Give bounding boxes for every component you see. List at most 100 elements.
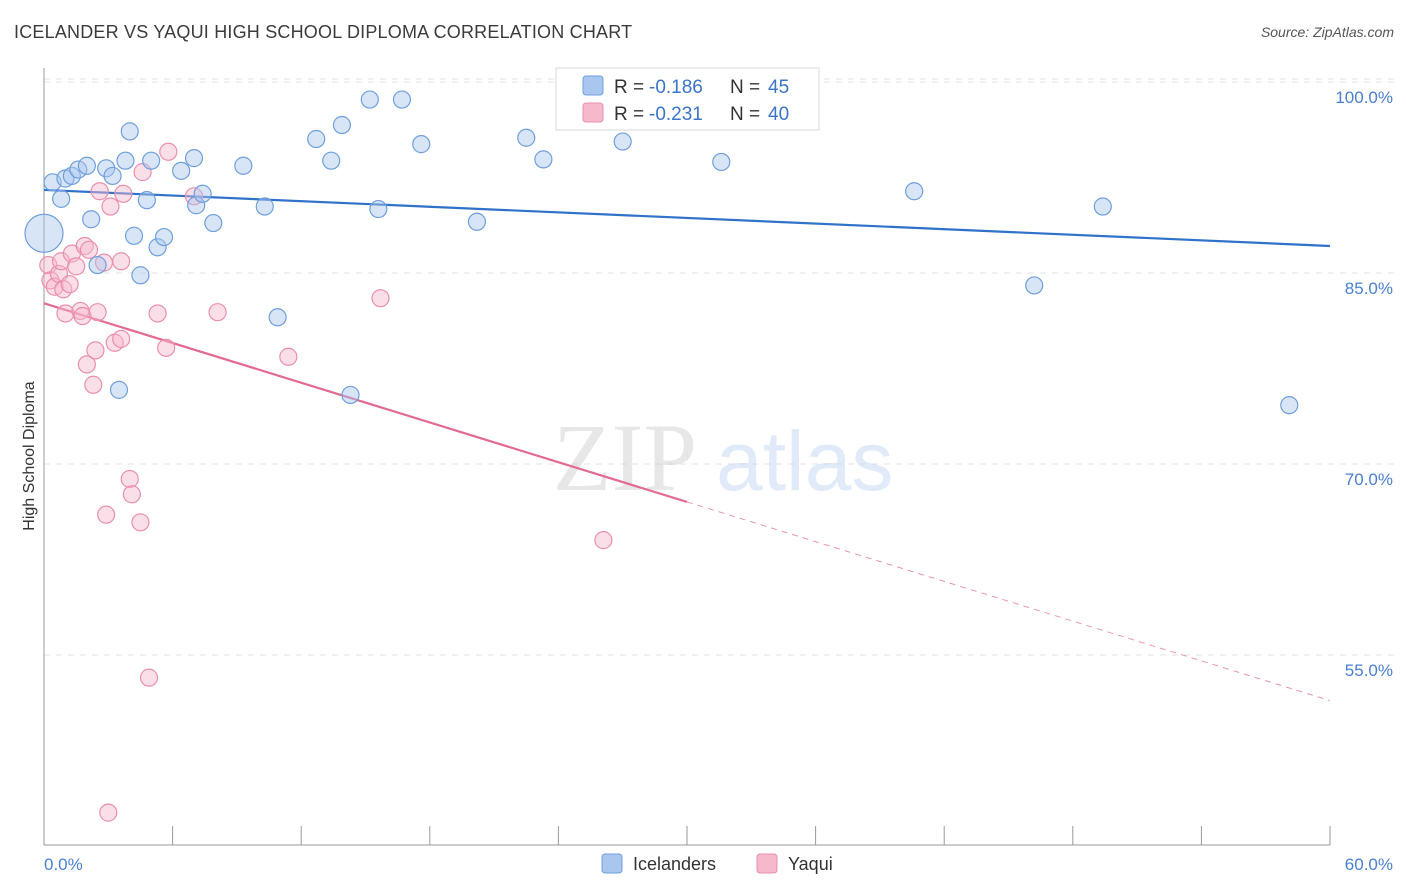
icelander-point	[120, 122, 139, 141]
series-legend-label-yaqui: Yaqui	[788, 854, 833, 874]
trend-line-icelanders	[43, 188, 1331, 248]
x-tick-label-right: 60.0%	[1345, 855, 1393, 874]
yaqui-point	[79, 240, 99, 259]
legend-r-label-2: R =	[614, 104, 644, 125]
yaqui-point	[371, 289, 390, 308]
yaqui-point	[88, 303, 107, 322]
yaqui-points	[39, 142, 613, 822]
icelander-point	[307, 129, 326, 149]
yaqui-point	[77, 355, 96, 374]
watermark: ZIP atlas	[553, 404, 893, 511]
icelander-point	[77, 156, 96, 175]
y-tick-label: 70.0%	[1345, 470, 1393, 489]
x-tick-label-left: 0.0%	[44, 855, 83, 874]
yaqui-point	[122, 485, 141, 504]
icelander-point	[517, 128, 536, 147]
x-axis-ticks	[43, 826, 1331, 845]
icelander-point	[467, 212, 487, 231]
icelander-point	[204, 213, 223, 233]
icelander-point	[268, 308, 287, 327]
icelander-point	[341, 385, 360, 405]
icelander-point	[534, 150, 553, 169]
yaqui-point	[208, 303, 227, 322]
yaqui-point	[120, 469, 139, 489]
icelander-point	[131, 266, 150, 285]
y-tick-label: 85.0%	[1345, 279, 1393, 298]
icelander-point	[184, 149, 204, 168]
yaqui-point	[112, 329, 131, 349]
icelander-point	[154, 227, 174, 247]
icelander-point	[172, 161, 191, 180]
yaqui-point	[279, 347, 298, 366]
icelander-point	[234, 156, 253, 175]
trend-lines	[43, 188, 1331, 702]
trend-line-yaqui	[43, 302, 688, 503]
y-axis-title: High School Diploma	[21, 381, 38, 531]
icelander-point	[332, 115, 352, 135]
icelander-point	[412, 135, 431, 154]
watermark-zip: ZIP	[553, 404, 697, 511]
legend-swatch-icelanders	[582, 75, 604, 96]
icelander-point	[103, 166, 122, 186]
correlation-legend: R = -0.186 N = 45 R = -0.231 N = 40	[555, 67, 820, 131]
icelander-point	[109, 380, 129, 399]
series-legend-label-icelanders: Icelanders	[633, 854, 716, 874]
yaqui-point	[99, 803, 118, 822]
icelander-point	[905, 182, 924, 201]
legend-r-value-2: -0.231	[649, 104, 703, 125]
yaqui-point	[86, 341, 105, 360]
yaqui-point	[101, 197, 120, 216]
yaqui-point	[60, 275, 79, 294]
series-legend: Icelanders Yaqui	[601, 853, 833, 874]
icelander-point	[613, 132, 632, 151]
y-tick-label: 100.0%	[1335, 88, 1393, 107]
icelander-point	[360, 90, 379, 109]
trend-line-extension-yaqui	[686, 501, 1331, 702]
icelander-point	[392, 90, 412, 109]
watermark-atlas: atlas	[716, 414, 893, 508]
legend-n-value-2: 40	[768, 104, 789, 125]
icelander-point	[137, 191, 156, 210]
icelander-point	[24, 213, 64, 253]
icelander-point	[1093, 197, 1112, 216]
icelander-point	[322, 151, 341, 170]
yaqui-point	[594, 531, 613, 550]
y-tick-labels: 100.0% 85.0% 70.0% 55.0%	[1335, 88, 1393, 680]
icelander-point	[69, 160, 88, 179]
icelander-point	[187, 196, 206, 215]
icelander-point	[712, 152, 731, 172]
yaqui-point	[84, 375, 103, 394]
icelander-point	[193, 184, 212, 203]
yaqui-point	[56, 304, 75, 323]
icelander-point	[124, 226, 144, 245]
y-tick-label: 55.0%	[1345, 661, 1393, 680]
yaqui-point	[73, 306, 92, 326]
yaqui-point	[112, 252, 131, 271]
yaqui-point	[114, 184, 133, 203]
legend-n-label-1: N =	[730, 77, 760, 98]
icelander-point	[116, 151, 135, 170]
yaqui-point	[97, 505, 116, 524]
icelander-point	[1025, 276, 1044, 295]
icelander-points	[24, 90, 1299, 415]
chart-title: ICELANDER VS YAQUI HIGH SCHOOL DIPLOMA C…	[14, 22, 633, 42]
legend-r-value-1: -0.186	[649, 77, 703, 98]
icelander-point	[255, 197, 274, 216]
yaqui-point	[157, 338, 176, 357]
icelander-point	[1280, 396, 1299, 415]
icelander-point	[82, 210, 101, 229]
yaqui-point	[67, 257, 86, 276]
icelander-point	[97, 159, 116, 178]
icelander-point	[52, 189, 71, 208]
yaqui-point	[159, 142, 178, 161]
series-legend-swatch-icelanders	[601, 853, 623, 874]
yaqui-point	[139, 668, 159, 687]
legend-n-value-1: 45	[768, 77, 789, 98]
icelander-point	[369, 199, 388, 219]
icelander-point	[88, 255, 107, 275]
source-credit: Source: ZipAtlas.com	[1260, 24, 1394, 40]
icelander-point	[148, 238, 167, 257]
icelander-point	[142, 151, 161, 170]
legend-n-label-2: N =	[730, 104, 760, 125]
